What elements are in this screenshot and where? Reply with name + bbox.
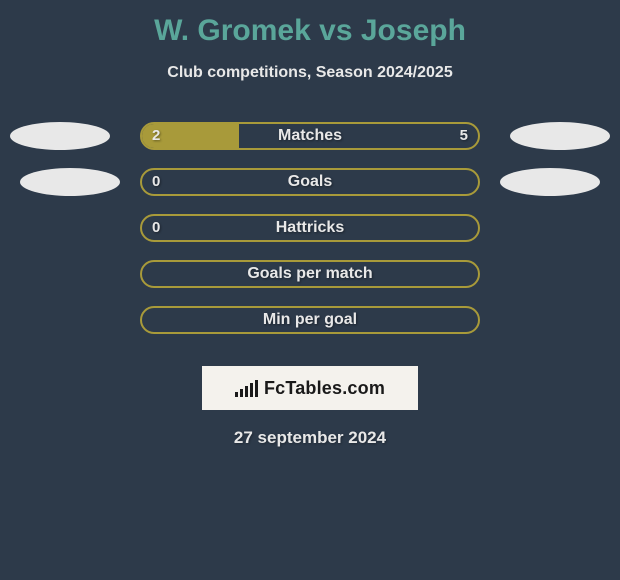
stat-label: Goals per match [142, 262, 478, 286]
stat-bar: Matches2 5 [140, 122, 480, 150]
logo-box: FcTables.com [202, 366, 418, 410]
stat-bar: Goals0 [140, 168, 480, 196]
stat-label: Hattricks [142, 216, 478, 240]
comparison-title: W. Gromek vs Joseph [0, 0, 620, 48]
logo-bars-icon [235, 379, 258, 397]
stat-row: Goals per match [0, 260, 620, 306]
stat-value-left: 0 [152, 216, 160, 240]
stat-label: Goals [142, 170, 478, 194]
stat-value-left: 0 [152, 170, 160, 194]
stat-bar: Goals per match [140, 260, 480, 288]
stat-label: Matches [142, 124, 478, 148]
player1-avatar-placeholder [10, 122, 110, 150]
logo: FcTables.com [235, 378, 385, 399]
stat-bar: Min per goal [140, 306, 480, 334]
stat-row: Matches2 5 [0, 122, 620, 168]
player2-name: Joseph [361, 14, 466, 47]
stat-value-left: 2 [152, 124, 160, 148]
player1-avatar-placeholder [20, 168, 120, 196]
vs-text: vs [319, 14, 352, 47]
logo-text: FcTables.com [264, 378, 385, 399]
stat-row: Min per goal [0, 306, 620, 352]
player2-avatar-placeholder [500, 168, 600, 196]
stat-row: Goals0 [0, 168, 620, 214]
player2-avatar-placeholder [510, 122, 610, 150]
stat-row: Hattricks0 [0, 214, 620, 260]
stat-label: Min per goal [142, 308, 478, 332]
footer-date: 27 september 2024 [0, 428, 620, 448]
subtitle: Club competitions, Season 2024/2025 [0, 64, 620, 82]
stat-bar: Hattricks0 [140, 214, 480, 242]
stat-rows: Matches25Goals0Hattricks0Goals per match… [0, 122, 620, 352]
stat-value-right: 5 [460, 124, 468, 148]
player1-name: W. Gromek [154, 14, 311, 47]
